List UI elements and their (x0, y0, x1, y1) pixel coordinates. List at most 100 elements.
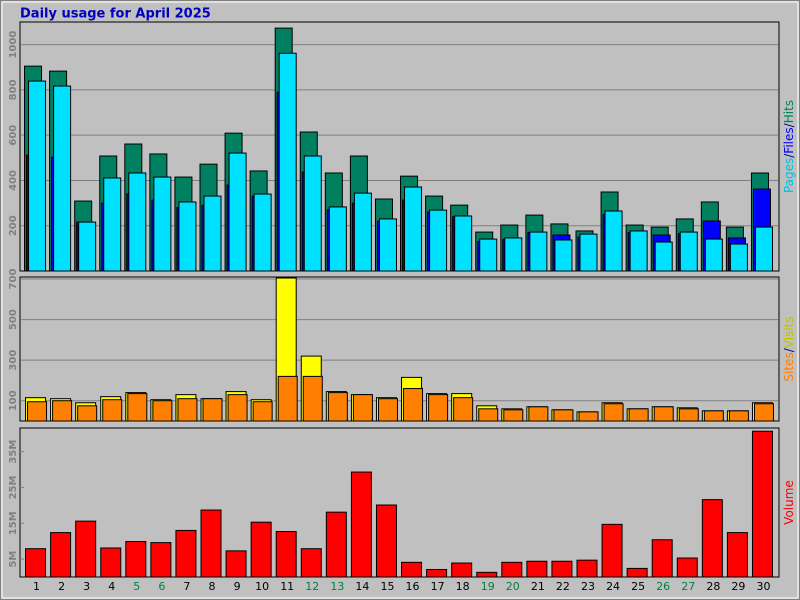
bar (528, 406, 549, 422)
x-tick-label: 19 (481, 580, 495, 593)
bar (253, 193, 272, 272)
bar (52, 400, 73, 422)
x-tick-label: 3 (83, 580, 90, 593)
y-tick-label: 35M (8, 440, 19, 464)
bar (78, 221, 97, 272)
x-tick-label: 15 (380, 580, 394, 593)
bar (378, 218, 397, 272)
bar (453, 397, 474, 422)
bar (202, 398, 223, 422)
bar (554, 239, 573, 272)
bar (504, 237, 523, 272)
x-tick-label: 6 (158, 580, 165, 593)
bar (228, 152, 247, 272)
x-tick-label: 25 (631, 580, 645, 593)
x-tick-label: 16 (406, 580, 420, 593)
bar (728, 410, 749, 422)
bar (753, 403, 774, 422)
bar (503, 409, 524, 422)
bar (479, 238, 498, 272)
bar (250, 521, 272, 578)
legend-separator: / (782, 347, 796, 352)
x-tick-label: 23 (581, 580, 595, 593)
bar (28, 80, 47, 272)
bar (327, 392, 348, 422)
bar (428, 394, 449, 422)
bar (75, 520, 97, 578)
y-tick-label: 200 (8, 215, 19, 236)
x-tick-label: 7 (183, 580, 190, 593)
bar (375, 504, 397, 578)
bar (529, 231, 548, 272)
bar (754, 226, 773, 272)
y-tick-label: 800 (8, 79, 19, 100)
y-tick-label: 100 (8, 390, 19, 411)
bar (50, 532, 72, 578)
x-tick-label: 11 (280, 580, 294, 593)
bar (726, 532, 748, 578)
bar (578, 411, 599, 422)
bar (153, 176, 172, 272)
bar (476, 571, 498, 578)
y-tick-label: 5M (8, 551, 19, 568)
bar (152, 400, 173, 422)
x-tick-label: 21 (531, 580, 545, 593)
bar (277, 375, 298, 422)
x-tick-label: 18 (456, 580, 470, 593)
bar (175, 529, 197, 578)
bar (150, 542, 172, 578)
bar (103, 177, 122, 272)
bar (128, 172, 147, 272)
bar (403, 388, 424, 422)
x-tick-label: 27 (681, 580, 695, 593)
legend-entry: Volume (782, 480, 796, 525)
x-tick-label: 28 (706, 580, 720, 593)
y-tick-label: 400 (8, 170, 19, 191)
bar (352, 394, 373, 422)
legend-separator: / (782, 153, 796, 158)
bar (303, 155, 322, 272)
x-tick-label: 14 (355, 580, 369, 593)
bar (603, 403, 624, 422)
bar (127, 393, 148, 422)
bar (25, 548, 47, 578)
bar (200, 509, 222, 578)
x-tick-label: 13 (330, 580, 344, 593)
x-tick-label: 17 (431, 580, 445, 593)
bar (353, 192, 372, 272)
y-tick-label: 700 (8, 269, 19, 290)
legend-entry: Files (782, 127, 796, 153)
x-tick-label: 20 (506, 580, 520, 593)
bar (27, 401, 48, 422)
legend-entry: Hits (782, 100, 796, 123)
bar (701, 499, 723, 578)
y-tick-label: 500 (8, 309, 19, 330)
bar (177, 398, 198, 422)
bar (77, 405, 98, 422)
bar (125, 541, 147, 578)
legend-entry: Sites (782, 352, 796, 381)
bar (651, 539, 673, 578)
x-tick-label: 30 (756, 580, 770, 593)
bar (679, 231, 698, 272)
bar (100, 547, 122, 578)
bar (576, 559, 598, 578)
legend-entry: Pages (782, 158, 796, 193)
bar (629, 230, 648, 272)
y-tick-label: 25M (8, 475, 19, 499)
bar (526, 560, 548, 578)
bar (429, 209, 448, 272)
bar (703, 410, 724, 422)
legend-separator: / (782, 122, 796, 127)
x-tick-label: 2 (58, 580, 65, 593)
bar (654, 241, 673, 272)
x-tick-label: 8 (209, 580, 216, 593)
bar (401, 561, 423, 578)
bar (302, 375, 323, 422)
x-tick-label: 4 (108, 580, 115, 593)
bar (579, 233, 598, 272)
bar (501, 561, 523, 578)
bar (478, 408, 499, 422)
bar (628, 408, 649, 422)
